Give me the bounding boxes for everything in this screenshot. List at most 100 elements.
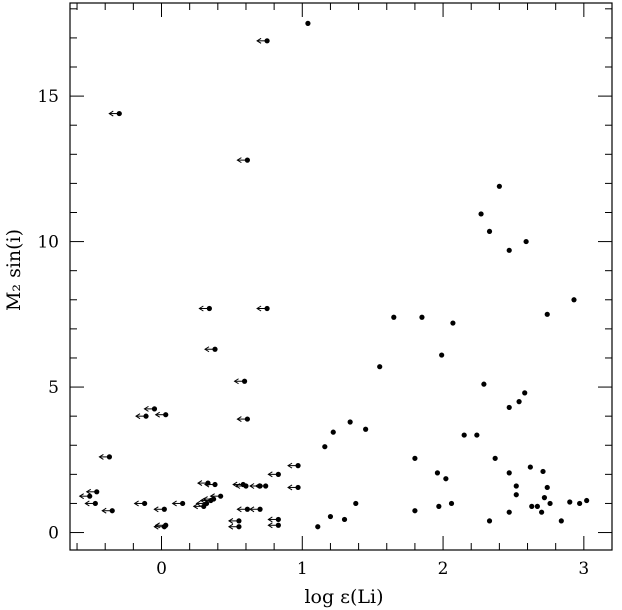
data-point [412, 508, 418, 514]
upper-limit-point [233, 378, 248, 385]
data-point [434, 470, 441, 476]
axis-ticks [70, 3, 613, 550]
data-point [522, 390, 528, 396]
upper-limit-point [84, 500, 98, 507]
data-point [527, 464, 533, 470]
upper-limit-point [171, 500, 186, 507]
data-point [322, 444, 328, 450]
data-point [513, 483, 519, 489]
data-point [571, 297, 577, 303]
data-point [353, 500, 359, 507]
data-point [540, 468, 546, 475]
data-point [377, 364, 383, 370]
data-point [529, 503, 535, 509]
data-point [327, 513, 334, 520]
upper-limit-point [153, 523, 167, 530]
upper-limit-point [256, 305, 270, 312]
data-point [305, 20, 311, 26]
data-point [486, 228, 493, 235]
data-point [539, 509, 545, 515]
upper-limit-point [85, 488, 100, 495]
data-point [481, 381, 487, 387]
y-tick-labels: 0 5 10 15 [37, 87, 59, 543]
x-tick-labels: 0 1 2 3 [156, 559, 589, 579]
upper-limit-point [227, 517, 242, 524]
data-point [523, 238, 529, 245]
upper-limit-point [108, 110, 122, 117]
data-point [516, 399, 522, 405]
data-point [461, 432, 467, 438]
data-point [439, 352, 445, 358]
data-point [443, 476, 449, 482]
data-point [412, 455, 418, 461]
upper-limit-point [236, 506, 250, 513]
data-point [496, 183, 502, 189]
data-point [315, 524, 321, 530]
upper-limit-point [199, 497, 214, 504]
upper-limit-point [227, 523, 242, 530]
data-point [347, 419, 353, 425]
data-point [544, 311, 550, 317]
data-point [436, 503, 442, 509]
data-point [506, 509, 512, 515]
upper-limit-point [78, 493, 93, 500]
upper-limit-point [133, 500, 148, 507]
data-point [558, 518, 564, 524]
data-point [363, 426, 369, 432]
data-point [547, 500, 553, 507]
y-tick-label: 15 [37, 87, 59, 107]
upper-limit-point [287, 484, 301, 491]
data-point [577, 500, 583, 507]
y-tick-label: 0 [48, 524, 59, 544]
data-point [448, 500, 455, 507]
data-point [474, 432, 480, 438]
y-tick-label: 10 [37, 233, 59, 253]
upper-limit-point [154, 411, 169, 418]
upper-limit-point [232, 481, 246, 488]
data-point [506, 247, 512, 253]
upper-limit-point [254, 483, 269, 489]
x-axis-label: log ε(Li) [304, 586, 383, 608]
data-point [478, 211, 484, 217]
data-point [506, 404, 512, 411]
data-point [506, 470, 512, 476]
upper-limit-point [198, 305, 212, 312]
upper-limit-point [267, 471, 281, 478]
x-tick-label: 3 [578, 559, 589, 579]
data-point [391, 314, 397, 320]
data-points [78, 20, 590, 530]
data-point [584, 497, 590, 504]
data-point [492, 455, 498, 461]
upper-limit-point [249, 506, 263, 513]
upper-limit-point [267, 516, 281, 523]
data-point [534, 503, 540, 509]
upper-limit-point [98, 453, 113, 460]
y-tick-label: 5 [48, 378, 59, 398]
upper-limit-point [153, 506, 167, 513]
x-tick-label: 2 [438, 559, 449, 579]
upper-limit-point [267, 522, 281, 529]
data-point [486, 518, 493, 524]
x-tick-label: 0 [156, 559, 167, 579]
upper-limit-point [135, 413, 149, 420]
data-point [419, 314, 425, 320]
plot-frame [69, 2, 613, 551]
upper-limit-point [101, 507, 115, 514]
upper-limit-point [197, 480, 211, 487]
upper-limit-point [287, 462, 301, 469]
upper-limit-point [204, 346, 218, 353]
upper-limit-point [236, 157, 250, 164]
plot-border [69, 2, 613, 551]
data-point [513, 492, 519, 498]
data-point [330, 429, 336, 435]
upper-limit-point [192, 503, 207, 510]
data-point [450, 320, 456, 326]
data-point [341, 516, 348, 523]
data-point [544, 484, 550, 491]
upper-limit-point [256, 37, 270, 44]
data-point [541, 495, 548, 501]
data-point [567, 499, 573, 505]
x-tick-label: 1 [297, 559, 308, 579]
y-axis-label: M₂ sin(i) [3, 229, 25, 311]
